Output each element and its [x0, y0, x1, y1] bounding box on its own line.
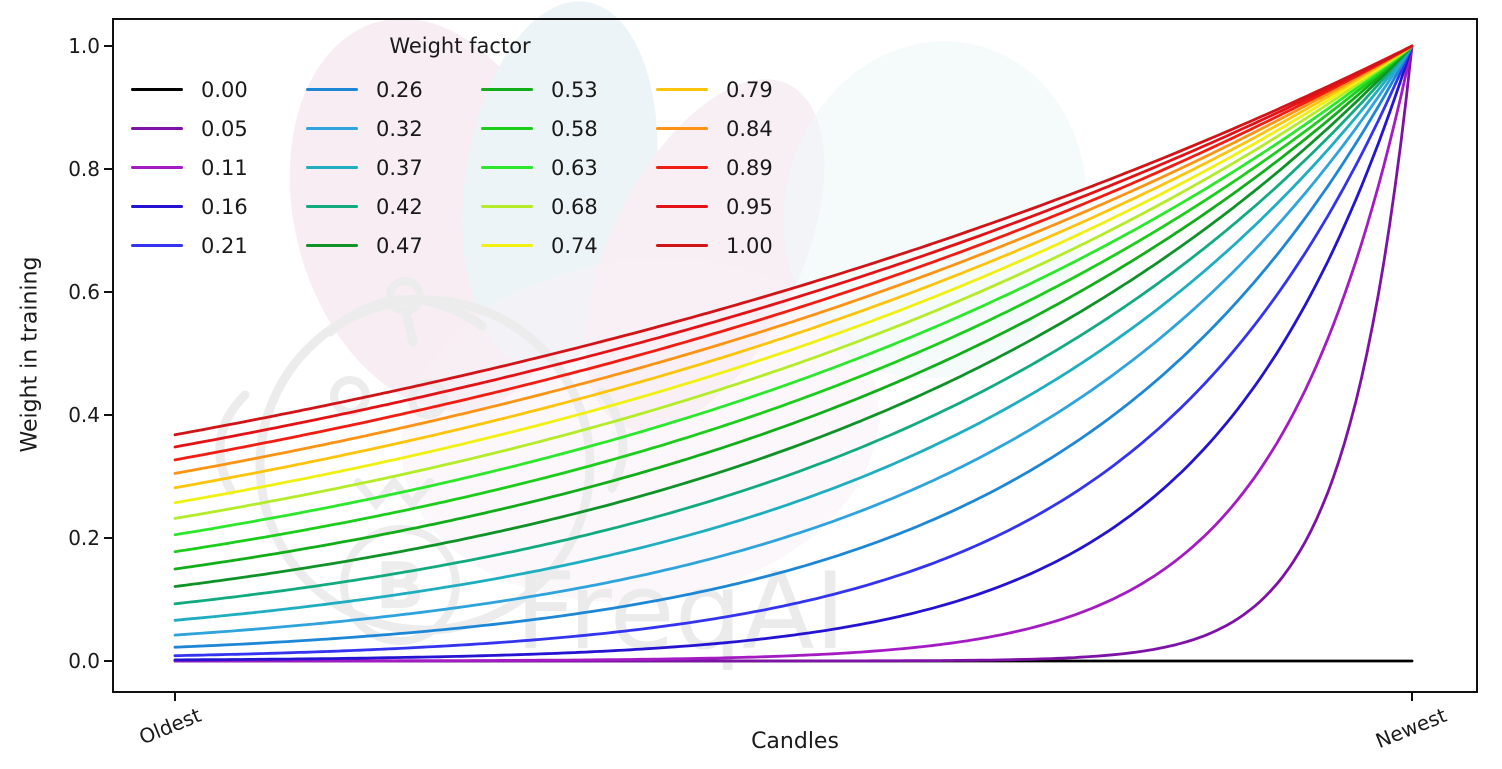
legend-swatch	[131, 243, 183, 248]
legend-label: 0.74	[551, 233, 598, 258]
legend-item: 0.00	[131, 70, 306, 109]
axes-frame-group	[104, 18, 1478, 701]
series-line-0.53	[173, 44, 1414, 571]
legend-item: 0.79	[656, 70, 831, 109]
watermark-petal	[401, 258, 879, 602]
legend-label: 0.11	[201, 155, 248, 180]
legend-grid: 0.00 0.05 0.11 0.16 0.21 0.26 0.32 0.37 0.42 0.47…	[131, 70, 791, 265]
y-tick-label: 0.6	[68, 280, 100, 304]
series-line-0.42	[173, 44, 1414, 606]
legend-item: 0.53	[481, 70, 656, 109]
series-line-0.68	[173, 44, 1414, 520]
legend-label: 0.58	[551, 116, 598, 141]
legend-label: 0.63	[551, 155, 598, 180]
legend-label: 0.53	[551, 77, 598, 102]
legend-item: 0.84	[656, 109, 831, 148]
series-line-0.84	[173, 44, 1414, 475]
legend-item: 0.68	[481, 187, 656, 226]
series-line-0.95	[173, 44, 1414, 449]
axes-frame	[112, 18, 1478, 693]
series-line-0.16	[173, 44, 1414, 662]
series-line-0.11	[173, 44, 1414, 663]
legend-label: 0.00	[201, 77, 248, 102]
legend-item: 0.37	[306, 148, 481, 187]
legend-swatch	[306, 87, 358, 92]
legend-swatch	[131, 204, 183, 209]
legend-label: 0.95	[726, 194, 773, 219]
legend-title: Weight factor	[389, 34, 531, 58]
legend-item: 0.05	[131, 109, 306, 148]
x-axis-label: Candles	[751, 729, 839, 754]
series-line-1.00	[173, 44, 1414, 437]
legend-item: 0.89	[656, 148, 831, 187]
legend-swatch	[306, 204, 358, 209]
legend-swatch	[131, 165, 183, 170]
y-tick-label: 1.0	[68, 34, 100, 58]
series-line-0.37	[173, 44, 1414, 622]
legend: Weight factor 0.00 0.05 0.11 0.16 0.21 0.26 0.…	[131, 34, 791, 265]
series-line-0.21	[173, 44, 1414, 658]
series-line-0.58	[173, 44, 1414, 554]
series-line-0.47	[173, 44, 1414, 588]
series-line-0.26	[173, 44, 1414, 649]
y-tick-label: 0.4	[68, 403, 100, 427]
series-line-0.74	[173, 44, 1414, 505]
legend-label: 0.32	[376, 116, 423, 141]
legend-item: 0.26	[306, 70, 481, 109]
series-line-0.89	[173, 44, 1414, 462]
legend-swatch	[306, 165, 358, 170]
legend-item: 0.74	[481, 226, 656, 265]
series-line-0.79	[173, 44, 1414, 490]
legend-item: 0.63	[481, 148, 656, 187]
legend-item: 0.16	[131, 187, 306, 226]
legend-swatch	[656, 87, 708, 92]
legend-label: 0.47	[376, 233, 423, 258]
series-line-0.32	[173, 44, 1414, 637]
legend-swatch	[656, 126, 708, 131]
legend-label: 0.89	[726, 155, 773, 180]
y-tick-label: 0.0	[68, 649, 100, 673]
legend-label: 0.79	[726, 77, 773, 102]
y-tick-label: 0.2	[68, 526, 100, 550]
legend-label: 0.42	[376, 194, 423, 219]
legend-swatch	[131, 126, 183, 131]
legend-item: 0.42	[306, 187, 481, 226]
legend-item: 0.58	[481, 109, 656, 148]
legend-swatch	[656, 165, 708, 170]
legend-swatch	[481, 126, 533, 131]
legend-item: 0.11	[131, 148, 306, 187]
legend-swatch	[306, 126, 358, 131]
legend-item: 0.21	[131, 226, 306, 265]
legend-label: 0.05	[201, 116, 248, 141]
legend-swatch	[481, 165, 533, 170]
y-axis-label: Weight in training	[17, 256, 43, 453]
legend-swatch	[481, 87, 533, 92]
legend-swatch	[481, 243, 533, 248]
legend-swatch	[481, 204, 533, 209]
legend-label: 0.37	[376, 155, 423, 180]
legend-label: 0.84	[726, 116, 773, 141]
series-line-0.63	[173, 44, 1414, 537]
legend-swatch	[656, 204, 708, 209]
legend-item: 0.32	[306, 109, 481, 148]
legend-label: 0.21	[201, 233, 248, 258]
legend-label: 0.68	[551, 194, 598, 219]
legend-swatch	[306, 243, 358, 248]
legend-label: 0.26	[376, 77, 423, 102]
curve-lines	[173, 44, 1414, 663]
legend-swatch	[131, 87, 183, 92]
y-tick-label: 0.8	[68, 157, 100, 181]
legend-label: 0.16	[201, 194, 248, 219]
legend-swatch	[656, 243, 708, 248]
legend-item: 1.00	[656, 226, 831, 265]
legend-label: 1.00	[726, 233, 773, 258]
legend-item: 0.95	[656, 187, 831, 226]
legend-item: 0.47	[306, 226, 481, 265]
